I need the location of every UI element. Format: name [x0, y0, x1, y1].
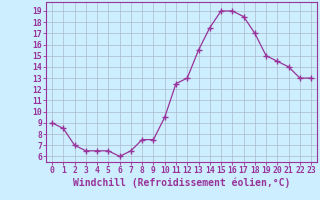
X-axis label: Windchill (Refroidissement éolien,°C): Windchill (Refroidissement éolien,°C): [73, 178, 290, 188]
